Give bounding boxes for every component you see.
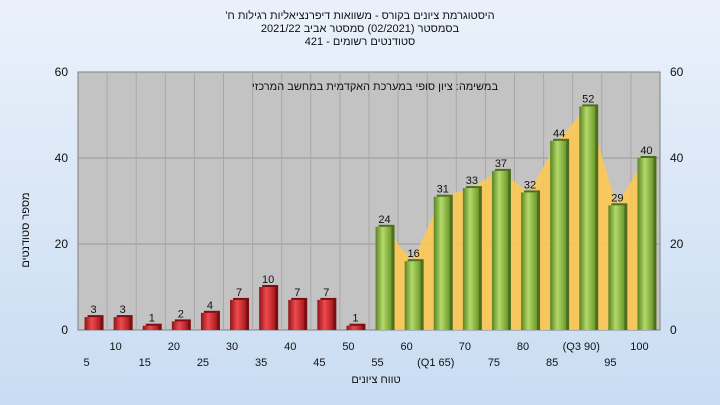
bar-(Q1 65) xyxy=(433,196,450,330)
chart-registered-count: סטודנטים רשומים - 421 xyxy=(304,36,416,48)
x-tick-label: 40 xyxy=(284,341,296,353)
x-tick-label: 75 xyxy=(488,357,500,369)
data-label: 4 xyxy=(207,300,213,312)
bar-30 xyxy=(230,299,247,330)
y-tick-left: 40 xyxy=(55,151,69,165)
data-label: 44 xyxy=(553,128,565,140)
data-label: 32 xyxy=(524,179,536,191)
bar-10 xyxy=(113,317,130,330)
data-label: 33 xyxy=(466,175,478,187)
bar-50 xyxy=(346,325,363,330)
chart-title: היסטוגרמת ציונים בקורס - משוואות דיפרנצי… xyxy=(225,10,495,22)
x-tick-label: 100 xyxy=(630,341,648,353)
data-label: 31 xyxy=(437,184,449,196)
chart-subtitle: בסמסטר (02/2021) סמסטר אביב 2021/22 xyxy=(260,23,460,35)
x-tick-label: 10 xyxy=(110,341,122,353)
x-tick-label: 35 xyxy=(255,357,267,369)
y-tick-right: 60 xyxy=(670,65,684,79)
y-tick-right: 0 xyxy=(670,323,677,337)
chart-title-block: היסטוגרמת ציונים בקורס - משוואות דיפרנצי… xyxy=(0,10,720,49)
bar-(Q3 90) xyxy=(579,106,596,331)
x-tick-label: 15 xyxy=(139,357,151,369)
data-label: 1 xyxy=(352,313,358,325)
x-tick-label: (Q3 90) xyxy=(563,341,600,353)
x-tick-label: 55 xyxy=(371,357,383,369)
data-label: 16 xyxy=(408,248,420,260)
x-tick-label: 80 xyxy=(517,341,529,353)
bar-45 xyxy=(317,299,334,330)
data-label: 40 xyxy=(640,145,652,157)
bar-35 xyxy=(259,287,276,330)
data-label: 37 xyxy=(495,158,507,170)
x-tick-label: 60 xyxy=(401,341,413,353)
bar-40 xyxy=(288,299,305,330)
y-tick-left: 60 xyxy=(55,65,69,79)
data-label: 10 xyxy=(262,274,274,286)
data-label: 52 xyxy=(582,93,594,105)
data-label: 7 xyxy=(294,287,300,299)
bar-55 xyxy=(375,226,392,330)
bar-15 xyxy=(142,325,159,330)
x-tick-label: 70 xyxy=(459,341,471,353)
bar-60 xyxy=(404,261,421,330)
bar-100 xyxy=(637,158,654,330)
x-tick-label: 30 xyxy=(226,341,238,353)
x-tick-label: 50 xyxy=(342,341,354,353)
bar-70 xyxy=(462,188,479,330)
data-label: 1 xyxy=(149,313,155,325)
bar-95 xyxy=(608,205,625,330)
y-tick-left: 20 xyxy=(55,237,69,251)
bar-75 xyxy=(491,170,508,330)
data-label: 24 xyxy=(378,214,390,226)
x-tick-label: 85 xyxy=(546,357,558,369)
bar-85 xyxy=(550,140,567,330)
bar-80 xyxy=(521,192,538,330)
data-label: 3 xyxy=(120,304,126,316)
bar-20 xyxy=(171,321,188,330)
data-label: 3 xyxy=(90,304,96,316)
data-label: 2 xyxy=(178,308,184,320)
y-tick-left: 0 xyxy=(61,323,68,337)
chart-annotation: במשימה: ציון סופי במערכת האקדמית במחשב ה… xyxy=(252,81,499,93)
x-tick-label: 25 xyxy=(197,357,209,369)
x-tick-label: 45 xyxy=(313,357,325,369)
data-label: 29 xyxy=(611,192,623,204)
bar-5 xyxy=(84,317,101,330)
x-tick-label: 95 xyxy=(604,357,616,369)
data-label: 7 xyxy=(236,287,242,299)
y-tick-right: 40 xyxy=(670,151,684,165)
x-axis-label: טווח ציונים xyxy=(351,374,401,386)
x-tick-label: 5 xyxy=(83,357,89,369)
bar-25 xyxy=(200,312,217,330)
x-tick-label: (Q1 65) xyxy=(417,357,454,369)
y-tick-right: 20 xyxy=(670,237,684,251)
x-tick-label: 20 xyxy=(168,341,180,353)
data-label: 7 xyxy=(323,287,329,299)
